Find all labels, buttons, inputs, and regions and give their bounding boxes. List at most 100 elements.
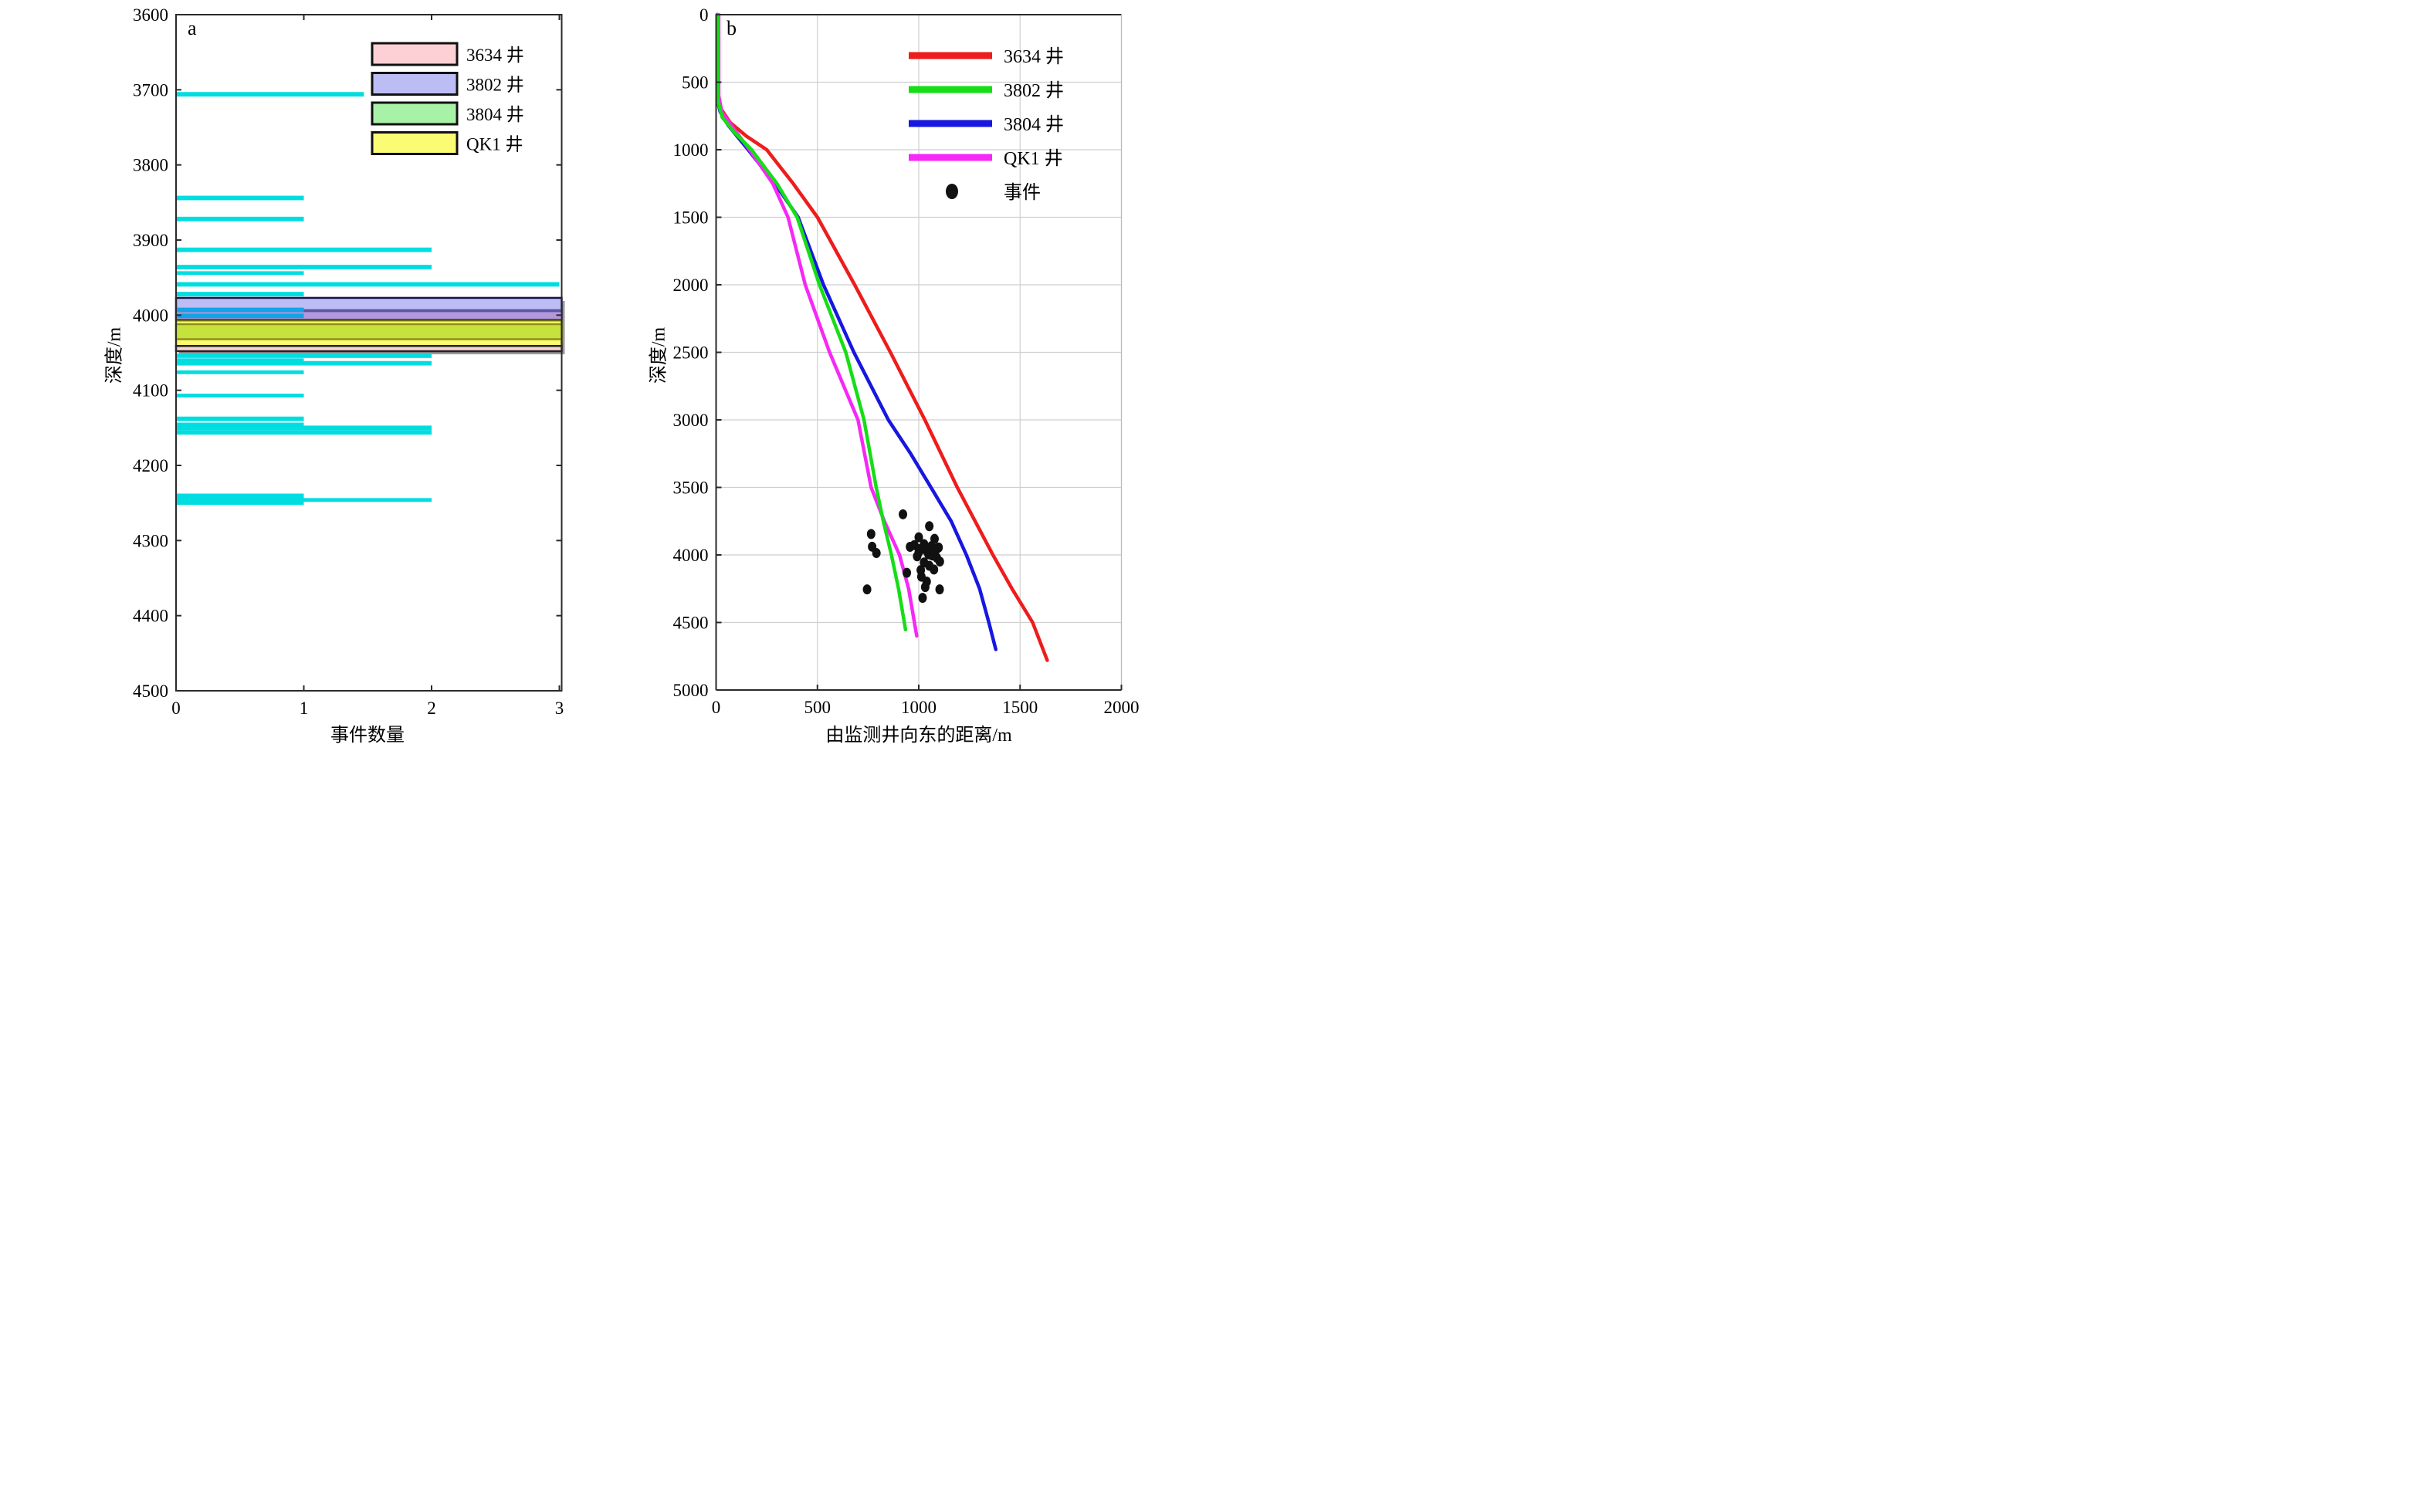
legend-label-2: 3804 井 (466, 105, 524, 124)
panel-a: 3600 3700 3800 3900 4000 4100 4200 4300 4400 4500… (133, 5, 565, 718)
panel-b-ytick-label: 1500 (673, 208, 709, 228)
event-dot (925, 521, 934, 532)
event-bar (176, 498, 432, 502)
legend-event-dot (946, 184, 958, 199)
panel-a-ytick-label: 4500 (133, 682, 168, 701)
event-dot (920, 582, 930, 593)
trajectory-3804井 (715, 12, 998, 651)
panel-b-ytick-label: 2500 (673, 343, 709, 363)
event-dots (862, 509, 944, 604)
legend-swatch-2 (371, 101, 459, 126)
event-bar (176, 282, 560, 287)
figure-well-depth-charts: 3600 3700 3800 3900 4000 4100 4200 4300 4400 4500… (0, 0, 1216, 756)
event-dot (916, 565, 926, 576)
panel-b-ytick-label: 4000 (673, 546, 709, 565)
panel-a-ytick-label: 3600 (133, 5, 168, 25)
event-bar (176, 307, 304, 313)
panel-a-ytick-label: 4300 (133, 531, 168, 550)
legend-swatch-3 (371, 131, 459, 155)
panel-a-legend: 3634 井 3802 井 3804 井 QK1 井 (371, 42, 524, 155)
event-dot (906, 542, 915, 552)
well-trajectories (715, 12, 1049, 662)
panel-b-xtick-label: 2000 (1104, 698, 1140, 717)
event-bar (176, 416, 304, 421)
event-dot (913, 551, 922, 562)
well-band-2 (176, 312, 562, 320)
event-dot (914, 532, 923, 543)
event-dot (935, 556, 944, 567)
trajectory-3802井 (716, 12, 908, 632)
panel-a-xtick-label: 3 (555, 698, 564, 718)
event-dot (899, 509, 908, 519)
panel-a-letter: a (188, 17, 197, 39)
panel-b-xtick-label: 1000 (901, 698, 937, 717)
panel-a-ytick-label: 3900 (133, 231, 168, 250)
event-dot (866, 529, 876, 540)
charts-canvas: 3600 3700 3800 3900 4000 4100 4200 4300 4400 4500… (133, 5, 1140, 718)
panel-a-xtick-label: 2 (427, 698, 436, 718)
panel-a-xlabel: 事件数量 (330, 726, 405, 746)
panel-b-ytick-label: 3500 (673, 479, 709, 498)
panel-b-ytick-label: 1000 (673, 140, 709, 160)
event-dot (903, 567, 912, 578)
panel-a-ytick-label: 4000 (133, 306, 168, 325)
panel-a-xtick-label: 0 (171, 698, 181, 718)
trajectory-QK1井 (716, 12, 919, 638)
panel-b-ytick-label: 2000 (673, 276, 709, 295)
panel-b-xtick-label: 1500 (1002, 698, 1038, 717)
event-dot (872, 548, 881, 559)
event-bar (176, 265, 432, 269)
panel-a-ytick-label: 3800 (133, 156, 168, 175)
legend-label-series-3: QK1 井 (1004, 148, 1063, 169)
event-bar (176, 271, 304, 276)
legend-swatch-0 (371, 42, 459, 66)
panel-b-ytick-label: 500 (682, 73, 709, 93)
panel-b-ytick-label: 4500 (673, 614, 709, 633)
panel-b-legend: 3634 井 3802 井 3804 井 QK1 井事件 (909, 46, 1064, 203)
panel-b: 0 500 1000 1500 2000 2500 3000 3500 4000 4500 5000… (673, 5, 1140, 717)
panel-a-xtick-label: 1 (300, 698, 309, 718)
event-bar (176, 370, 304, 374)
well-band-5 (174, 344, 563, 353)
panel-a-ylabel: 深度/m (104, 326, 125, 384)
panel-a-ytick-label: 3700 (133, 80, 168, 100)
panel-b-xlabel: 由监测井向东的距离/m (825, 726, 1012, 746)
event-dot (935, 584, 944, 595)
panel-b-ytick-label: 3000 (673, 411, 709, 430)
panel-b-letter: b (727, 17, 737, 39)
panel-b-xtick-label: 0 (712, 698, 721, 717)
legend-label-series-1: 3802 井 (1004, 80, 1064, 101)
well-band-4 (174, 323, 563, 340)
event-bar (176, 216, 304, 222)
panel-a-ytick-label: 4400 (133, 607, 168, 626)
event-bar (176, 358, 304, 363)
event-count-bars (176, 92, 560, 506)
panel-a-box (175, 14, 563, 692)
event-bar (176, 430, 432, 435)
event-dot (930, 564, 939, 575)
event-bar (176, 394, 304, 397)
event-dot (932, 544, 941, 555)
event-bar (176, 292, 304, 296)
event-bar (176, 92, 364, 97)
event-bar (176, 195, 304, 201)
event-bar (176, 313, 304, 319)
event-bar (176, 425, 432, 431)
panel-b-ticks: 0 500 1000 1500 2000 2500 3000 3500 4000 4500 5000… (673, 5, 1140, 717)
event-bar (176, 360, 432, 366)
panel-a-ticks: 3600 3700 3800 3900 4000 4100 4200 4300 4400 4500… (133, 5, 564, 718)
event-bar (176, 247, 432, 252)
legend-label-series-0: 3634 井 (1004, 46, 1064, 67)
well-interval-bands (174, 296, 563, 353)
panel-a-ytick-label: 4100 (133, 381, 168, 401)
panel-b-ylabel: 深度/m (649, 326, 669, 384)
panel-a-ytick-label: 4200 (133, 456, 168, 475)
legend-label-1: 3802 井 (466, 76, 524, 95)
event-bar (176, 353, 432, 358)
panel-b-ytick-label: 5000 (673, 681, 709, 700)
event-bar (176, 422, 304, 428)
legend-label-series-2: 3804 井 (1004, 114, 1064, 135)
trajectory-3634井 (716, 12, 1049, 662)
event-dot (862, 584, 872, 595)
legend-label-0: 3634 井 (466, 46, 524, 65)
